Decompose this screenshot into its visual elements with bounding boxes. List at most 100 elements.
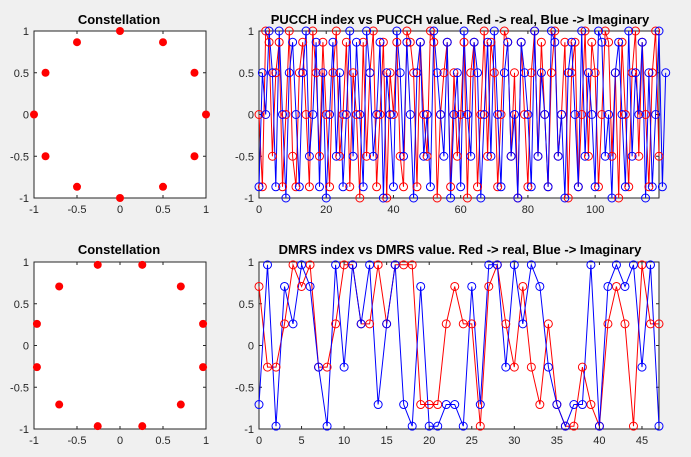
data-point [339,362,349,372]
data-point [335,151,345,161]
data-point [291,110,301,119]
data-point [530,26,540,36]
data-point [560,37,570,47]
plot-area [33,30,207,199]
data-point [493,110,503,119]
data-point [628,421,638,431]
data-point [654,319,664,329]
data-point [509,68,519,78]
data-point [458,319,468,329]
data-point [641,193,651,203]
data-point [331,26,341,36]
data-point [526,362,536,372]
constellation-point [138,422,147,431]
data-point [607,193,617,203]
data-point [620,319,630,329]
data-point [628,260,638,270]
y-tick-label: 0.5 [239,299,254,311]
data-point [392,37,402,47]
data-point [308,26,318,36]
data-point [518,319,528,329]
y-tick-label: 0.5 [14,68,29,80]
data-point [486,151,496,161]
data-point [382,319,392,329]
data-point [600,151,610,161]
constellation-point [138,260,147,269]
data-point [281,110,291,119]
data-point [368,26,378,36]
data-point [466,151,476,161]
constellation-point [116,194,124,202]
pucch-plot: PUCCH index vs PUCCH value. Red -> real,… [235,12,671,216]
data-point [399,182,409,192]
constellation-point [199,319,208,328]
data-point [533,151,543,161]
data-point [450,400,460,410]
data-point [526,182,536,192]
constellation-point [32,363,41,372]
data-point [634,110,644,119]
data-point [458,421,468,431]
data-point [318,68,328,78]
data-point [322,362,332,372]
data-point [415,37,425,47]
data-point [271,421,281,431]
data-point [637,362,647,372]
data-point [382,193,392,203]
data-point [351,37,361,47]
data-point [261,26,271,36]
data-point [577,26,587,36]
x-tick-label: -0.5 [68,204,87,216]
data-point [433,421,443,431]
data-point [603,281,613,291]
data-point [489,26,499,36]
constellation-point [55,400,64,409]
data-point [321,110,331,119]
data-point [338,110,348,119]
data-point [586,260,596,270]
chart-title: PUCCH index vs PUCCH value. Red -> real,… [271,12,650,27]
data-point [449,68,459,78]
data-point [543,362,553,372]
data-point [322,421,332,431]
data-point [263,362,273,372]
data-point [429,26,439,36]
y-tick-label: 1 [23,26,29,38]
data-point [567,37,577,47]
data-point [520,68,530,78]
data-point [563,193,573,203]
data-point [267,68,277,78]
data-point [604,37,614,47]
y-tick-label: 0 [23,341,29,353]
data-point [297,281,307,291]
x-tick-label: 20 [320,204,332,216]
data-point [610,68,620,78]
data-point [467,319,477,329]
data-point [305,281,315,291]
data-point [550,37,560,47]
data-point [484,281,494,291]
data-point [486,37,496,47]
y-tick-label: -0.5 [10,382,29,394]
data-point [597,37,607,47]
data-point [661,68,671,78]
data-point [325,110,335,119]
data-point [456,182,466,192]
data-point [407,260,417,270]
data-point [382,68,392,78]
data-point [356,319,366,329]
data-point [446,182,456,192]
x-tick-label: 15 [381,435,393,447]
data-point [483,151,493,161]
data-point [546,68,556,78]
data-point [654,421,664,431]
data-point [264,37,274,47]
data-point [392,26,402,36]
data-point [492,260,502,270]
data-point [467,281,477,291]
data-point [425,26,435,36]
data-point [274,26,284,36]
data-point [509,260,519,270]
constellation-point [176,282,185,291]
